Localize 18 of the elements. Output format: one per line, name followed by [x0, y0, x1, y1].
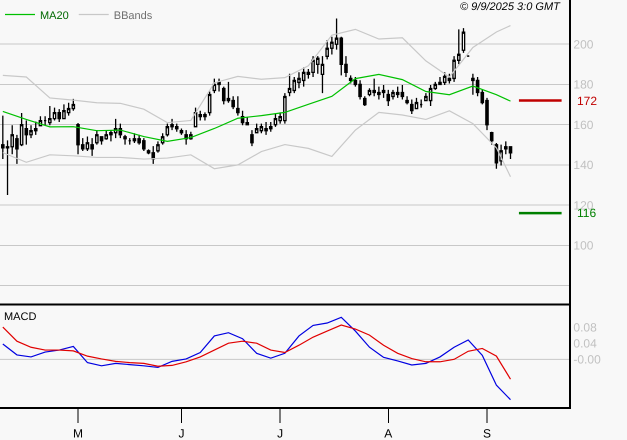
x-tick-label: J — [178, 426, 184, 440]
legend-label: BBands — [114, 10, 153, 22]
ref-line-label: 172 — [577, 94, 598, 108]
y-tick-label: 140 — [573, 158, 594, 172]
x-tick-label: A — [384, 426, 392, 440]
y-tick-label: 0.08 — [573, 320, 598, 334]
legend-label: MA20 — [40, 10, 69, 22]
y-tick-label: 200 — [573, 37, 594, 52]
x-tick-label: J — [277, 426, 284, 440]
x-tick-label: M — [73, 426, 84, 440]
y-tick-label: 0.04 — [573, 336, 598, 350]
y-tick-label: 180 — [573, 78, 594, 92]
x-tick-label: S — [482, 426, 492, 440]
annotation: © 9/9/2025 3:0 GMT — [460, 1, 562, 13]
y-tick-label: 100 — [573, 238, 594, 253]
y-tick-label: 160 — [573, 118, 594, 132]
y-tick-label: -0.00 — [573, 352, 602, 367]
text: MACD — [4, 311, 36, 323]
